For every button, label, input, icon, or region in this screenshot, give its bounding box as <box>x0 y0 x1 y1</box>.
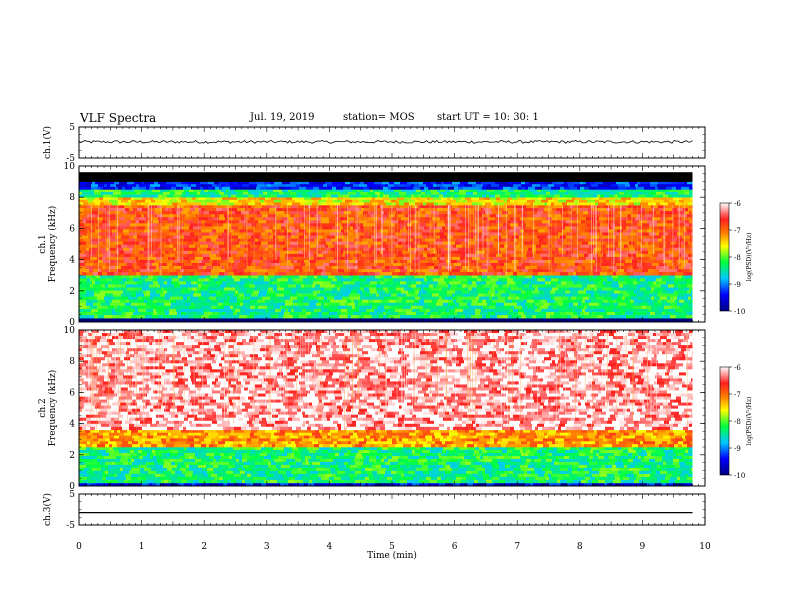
colorbar-tick-label: -9 <box>734 281 741 289</box>
colorbar-tick-label: -7 <box>734 391 741 399</box>
x-tick-label: 10 <box>699 542 711 552</box>
colorbar-tick-label: -9 <box>734 445 741 453</box>
start-time-label: start UT = 10: 30: 1 <box>437 112 539 123</box>
colorbar-tick-label: -7 <box>734 227 741 235</box>
x-tick-label: 8 <box>577 542 583 552</box>
y-tick-label: 0 <box>69 318 75 328</box>
y-axis-label: ch.3(V) <box>42 493 53 526</box>
x-tick-label: 0 <box>76 542 82 552</box>
y-axis-label: Frequency (kHz) <box>47 206 58 283</box>
x-tick-label: 2 <box>201 542 207 552</box>
x-tick-label: 6 <box>452 542 458 552</box>
colorbar-tick-label: -6 <box>734 364 741 372</box>
y-tick-label: 8 <box>69 193 75 203</box>
x-tick-label: 4 <box>327 542 333 552</box>
y-tick-label: 2 <box>69 451 75 461</box>
spectrogram-cells <box>79 172 693 323</box>
spectrogram-cells <box>79 330 693 487</box>
colorbar-tick-label: -8 <box>734 254 741 262</box>
x-tick-label: 7 <box>514 542 520 552</box>
x-tick-label: 1 <box>139 542 145 552</box>
date-label: Jul. 19, 2019 <box>250 112 315 123</box>
y-tick-label: 6 <box>69 388 75 398</box>
colorbar-tick-label: -8 <box>734 418 741 426</box>
x-tick-label: 9 <box>640 542 646 552</box>
y-tick-label: 4 <box>69 420 75 430</box>
y-axis-label: ch.1(V) <box>42 126 53 159</box>
y-tick-label: 10 <box>64 326 76 336</box>
y-axis-label: Frequency (kHz) <box>47 370 58 447</box>
y-tick-label: -5 <box>66 521 75 531</box>
y-tick-label: 5 <box>69 490 75 500</box>
y-tick-label: 10 <box>64 162 76 172</box>
waveform-trace <box>78 139 693 144</box>
colorbar <box>719 366 730 476</box>
y-tick-label: 2 <box>69 287 75 297</box>
colorbar-tick-label: -10 <box>734 472 745 480</box>
y-tick-label: -5 <box>66 154 75 164</box>
station-label: station= MOS <box>343 112 415 123</box>
y-tick-label: 0 <box>69 482 75 492</box>
y-tick-label: 5 <box>69 123 75 133</box>
chart-title: VLF Spectra <box>80 111 157 125</box>
colorbar-label: log(PSD)(V²/Hz) <box>746 233 753 282</box>
y-axis-label: ch.1 <box>38 234 48 253</box>
y-tick-label: 8 <box>69 357 75 367</box>
y-tick-label: 4 <box>69 256 75 266</box>
colorbar-tick-label: -10 <box>734 308 745 316</box>
colorbar <box>719 202 730 312</box>
y-axis-label: ch.2 <box>38 398 48 417</box>
colorbar-label: log(PSD)(V²/Hz) <box>746 397 753 446</box>
x-tick-label: 5 <box>389 542 395 552</box>
x-tick-label: 3 <box>264 542 270 552</box>
colorbar-tick-label: -6 <box>734 200 741 208</box>
y-tick-label: 6 <box>69 224 75 234</box>
x-axis-label: Time (min) <box>367 550 417 561</box>
